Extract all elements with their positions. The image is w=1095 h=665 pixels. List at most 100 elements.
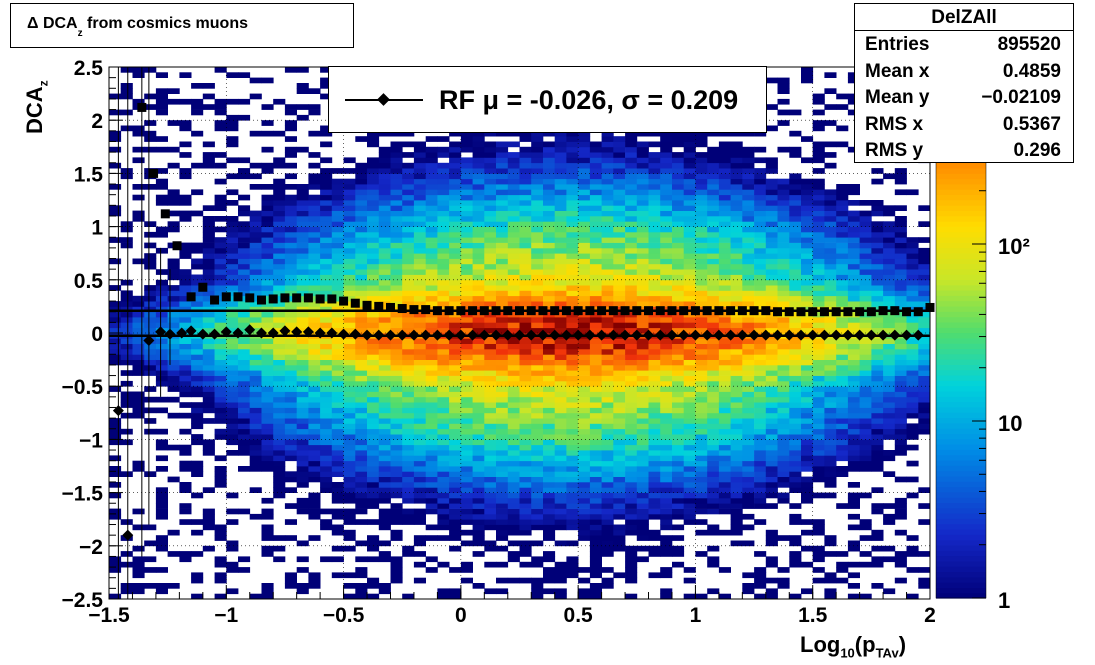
heatmap-cell [507,301,520,307]
heatmap-cell [566,237,579,243]
heatmap-cell [261,216,274,222]
heatmap-cell [284,109,297,116]
heatmap-cell [824,279,837,286]
heatmap-cell [812,412,825,419]
heatmap-cell [472,152,485,158]
heatmap-cell [777,492,790,499]
heatmap-cell [883,210,896,217]
heatmap-cell [566,380,579,387]
heatmap-cell [683,162,696,169]
heatmap-cell [120,471,133,477]
heatmap-cell [191,529,204,536]
heatmap-cell [155,184,168,190]
heatmap-cell [613,391,626,398]
heatmap-cell [167,338,180,344]
heatmap-cell [742,210,755,217]
heatmap-cell [730,391,743,398]
heatmap-cell [871,561,884,568]
heatmap-cell [320,524,333,531]
heatmap-cell [777,285,790,291]
heatmap-cell [554,370,567,376]
heatmap-cell [472,375,485,382]
heatmap-cell [484,306,497,313]
heatmap-cell [155,269,168,275]
heatmap-cell [484,370,497,376]
heatmap-cell [718,471,731,477]
heatmap-cell [801,487,814,493]
heatmap-cell [707,130,720,137]
heatmap-cell [742,178,755,185]
heatmap-cell [249,349,262,355]
heatmap-cell [167,301,180,307]
heatmap-cell [589,221,602,227]
heatmap-cell [367,189,380,196]
heatmap-cell [402,471,415,477]
heatmap-cell [718,349,731,355]
heatmap-cell [449,269,462,275]
heatmap-cell [894,237,907,243]
heatmap-cell [765,418,778,424]
heatmap-cell [672,274,685,281]
heatmap-cell [789,242,802,249]
heatmap-cell [625,524,638,531]
heatmap-cell [754,583,767,589]
heatmap-cell [355,418,368,424]
heatmap-cell [754,375,767,382]
heatmap-cell [589,146,602,153]
heatmap-cell [507,364,520,371]
heatmap-cell [824,295,837,302]
heatmap-cell [754,221,767,227]
heatmap-cell [167,189,180,196]
heatmap-cell [109,508,122,515]
heatmap-cell [718,168,731,174]
heatmap-cell [496,178,509,185]
heatmap-cell [413,412,426,419]
heatmap-cell [460,184,473,190]
heatmap-cell [343,306,356,313]
heatmap-cell [894,269,907,275]
heatmap-cell [120,306,133,313]
heatmap-cell [226,402,239,408]
heatmap-cell [367,247,380,254]
heatmap-cell [683,290,696,297]
heatmap-cell [812,317,825,323]
heatmap-cell [132,327,145,334]
heatmap-cell [155,396,168,403]
heatmap-cell [144,556,157,563]
heatmap-cell [531,476,544,483]
heatmap-cell [847,434,860,440]
heatmap-cell [683,216,696,222]
heatmap-cell [589,253,602,259]
heatmap-cell [437,535,450,541]
heatmap-cell [883,327,896,334]
heatmap-cell [296,471,309,477]
heatmap-cell [460,492,473,499]
heatmap-cell [589,572,602,579]
heatmap-cell [801,77,814,84]
heatmap-cell [672,524,685,531]
heatmap-cell [191,109,204,116]
heatmap-cell [836,503,849,509]
heatmap-cell [355,354,368,360]
heatmap-cell [437,450,450,456]
heatmap-cell [531,513,544,520]
heatmap-cell [660,407,673,414]
heatmap-cell [132,508,145,515]
heatmap-cell [601,476,614,483]
heatmap-cell [625,561,638,568]
heatmap-cell [320,210,333,217]
heatmap-cell [449,301,462,307]
heatmap-cell [460,396,473,403]
heatmap-cell [449,354,462,360]
heatmap-cell [683,428,696,435]
heatmap-cell [296,439,309,446]
heatmap-cell [871,338,884,344]
heatmap-cell [308,130,321,137]
heatmap-cell [789,535,802,541]
heatmap-cell [390,354,403,360]
heatmap-cell [601,157,614,164]
heatmap-cell [601,402,614,408]
heatmap-cell [871,237,884,243]
heatmap-cell [519,210,532,217]
heatmap-cell [331,242,344,249]
